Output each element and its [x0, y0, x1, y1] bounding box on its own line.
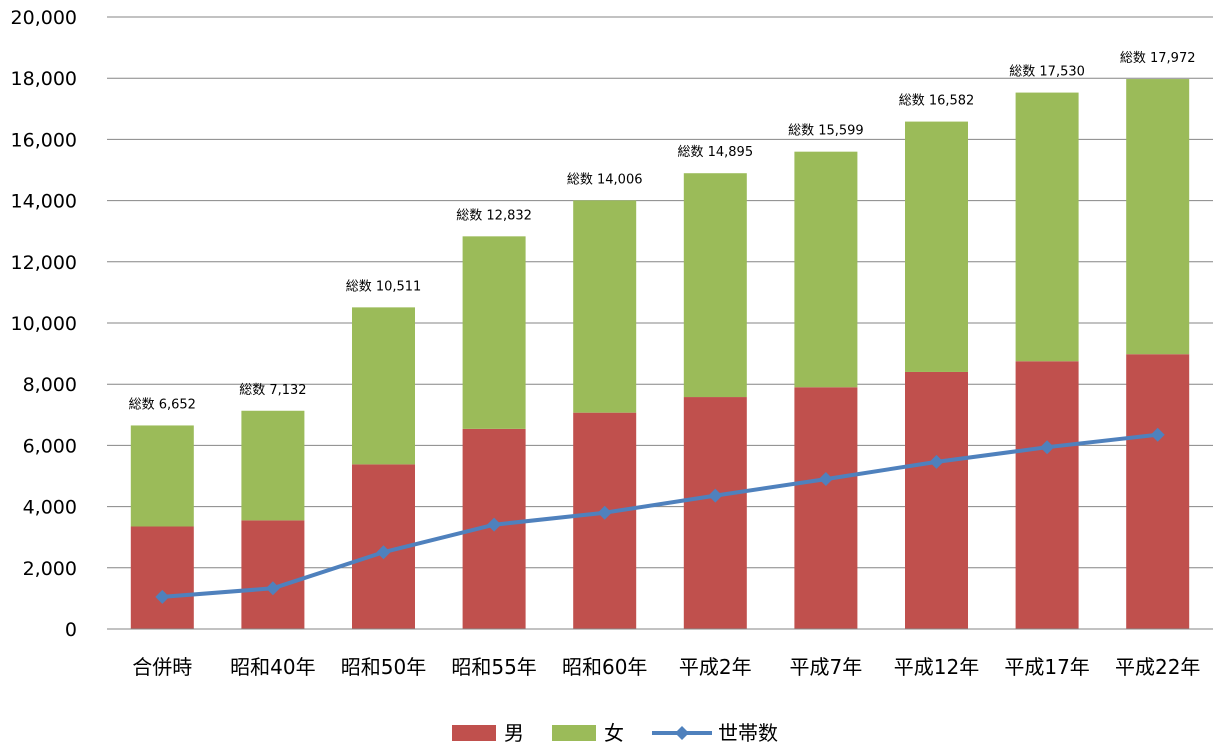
y-tick-label: 2,000: [23, 558, 77, 580]
bar-female: [794, 151, 858, 388]
total-labels: 総数 6,652 総数 7,132 総数 10,511 総数 12,832 総数 14,…: [129, 51, 1196, 412]
household-point: [376, 545, 391, 560]
total-label: 総数 17,972: [1120, 51, 1196, 66]
total-label: 総数 6,652: [129, 397, 196, 412]
bar-female: [1015, 92, 1079, 362]
x-category-label: 昭和60年: [562, 655, 647, 679]
x-category-label: 平成7年: [790, 655, 863, 679]
bar-male: [1126, 354, 1190, 629]
bar-male: [573, 412, 637, 629]
household-point: [818, 472, 833, 487]
x-category-label: 平成17年: [1004, 655, 1089, 679]
x-category-label: 昭和40年: [230, 655, 315, 679]
bar-male: [130, 526, 194, 629]
bar-male: [794, 387, 858, 629]
household-point: [1150, 427, 1165, 442]
total-label: 総数 15,599: [788, 124, 864, 139]
bar-female: [241, 410, 305, 521]
bar-female: [683, 173, 747, 398]
household-point: [929, 454, 944, 469]
household-line-series: [155, 427, 1165, 604]
bars: [130, 79, 1190, 629]
bar-male: [905, 371, 968, 629]
household-point: [155, 589, 170, 604]
total-label: 総数 12,832: [456, 208, 532, 223]
legend: 男 女 世帯数: [452, 721, 778, 745]
x-category-label: 平成12年: [894, 655, 979, 679]
bar-male: [1015, 361, 1079, 629]
bar-female: [130, 425, 194, 527]
y-tick-label: 6,000: [23, 435, 77, 457]
x-category-label: 合併時: [132, 655, 192, 679]
x-category-label: 昭和55年: [451, 655, 536, 679]
x-category-label: 平成2年: [679, 655, 752, 679]
y-tick-label: 14,000: [11, 191, 77, 213]
legend-swatch-male: [452, 725, 496, 741]
bar-female: [905, 121, 968, 372]
total-label: 総数 14,895: [677, 145, 753, 160]
household-point: [1040, 440, 1055, 455]
legend-marker-household: [675, 726, 689, 740]
household-line: [162, 432, 1158, 599]
total-label: 総数 14,006: [567, 172, 643, 187]
total-label: 総数 16,582: [899, 94, 975, 109]
x-category-label: 昭和50年: [341, 655, 426, 679]
household-point: [708, 488, 723, 503]
y-axis-ticks: 0 2,000 4,000 6,000 8,000 10,000 12,000 14,000 1…: [11, 7, 77, 641]
y-tick-label: 8,000: [23, 374, 77, 396]
y-tick-label: 16,000: [11, 129, 77, 151]
bar-female: [462, 236, 526, 429]
total-label: 総数 7,132: [239, 383, 306, 398]
bar-female: [1126, 79, 1190, 355]
bar-female: [573, 200, 637, 413]
y-tick-label: 12,000: [11, 252, 77, 274]
total-label: 総数 17,530: [1009, 65, 1085, 80]
bar-male: [683, 397, 747, 629]
x-category-label: 平成22年: [1115, 655, 1200, 679]
y-tick-label: 0: [65, 619, 77, 641]
bar-female: [352, 307, 415, 465]
y-tick-label: 20,000: [11, 7, 77, 29]
household-point: [487, 517, 502, 532]
x-axis-categories: 合併時 昭和40年 昭和50年 昭和55年 昭和60年 平成2年 平成7年 平成12年 平成17…: [132, 655, 1200, 679]
legend-swatch-female: [552, 725, 596, 741]
total-label: 総数 10,511: [346, 279, 422, 294]
y-tick-label: 4,000: [23, 497, 77, 519]
household-point: [265, 581, 280, 596]
legend-label: 世帯数: [718, 721, 778, 745]
legend-label: 男: [504, 721, 524, 745]
y-tick-label: 10,000: [11, 313, 77, 335]
y-tick-label: 18,000: [11, 68, 77, 90]
legend-label: 女: [604, 721, 624, 745]
household-point: [597, 505, 612, 520]
bar-male: [241, 520, 305, 629]
